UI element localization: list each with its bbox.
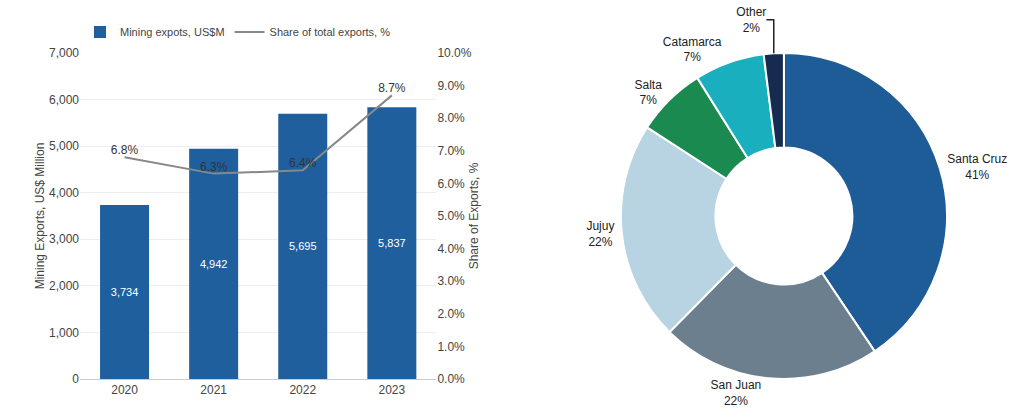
svg-text:8.0%: 8.0% [437, 111, 465, 125]
svg-text:Santa Cruz41%: Santa Cruz41% [947, 152, 1007, 182]
svg-text:Salta7%: Salta7% [634, 78, 662, 108]
svg-text:4,000: 4,000 [49, 186, 79, 200]
svg-text:5,837: 5,837 [378, 237, 406, 249]
svg-text:Share of total exports, %: Share of total exports, % [270, 26, 391, 38]
svg-text:Mining Exports, US$ Million: Mining Exports, US$ Million [33, 143, 47, 290]
svg-text:6.4%: 6.4% [289, 156, 317, 170]
svg-text:1,000: 1,000 [49, 326, 79, 340]
svg-text:10.0%: 10.0% [437, 46, 471, 60]
svg-text:2021: 2021 [200, 383, 227, 397]
svg-text:2022: 2022 [289, 383, 316, 397]
svg-text:Jujuy22%: Jujuy22% [586, 219, 614, 249]
svg-text:2.0%: 2.0% [437, 307, 465, 321]
svg-text:5,695: 5,695 [289, 240, 317, 252]
svg-text:2020: 2020 [111, 383, 138, 397]
svg-text:7,000: 7,000 [49, 46, 79, 60]
svg-text:0.0%: 0.0% [437, 372, 465, 386]
svg-text:4.0%: 4.0% [437, 242, 465, 256]
svg-text:5.0%: 5.0% [437, 209, 465, 223]
svg-text:San Juan22%: San Juan22% [711, 378, 762, 408]
svg-text:3.0%: 3.0% [437, 274, 465, 288]
svg-text:3,734: 3,734 [111, 286, 139, 298]
svg-text:Share of Exports, %: Share of Exports, % [467, 162, 481, 269]
svg-text:3,000: 3,000 [49, 232, 79, 246]
svg-text:4,942: 4,942 [200, 258, 228, 270]
svg-text:Other2%: Other2% [736, 5, 766, 35]
svg-text:1.0%: 1.0% [437, 340, 465, 354]
svg-text:7.0%: 7.0% [437, 144, 465, 158]
svg-text:6.3%: 6.3% [200, 160, 228, 174]
svg-text:0: 0 [72, 372, 79, 386]
svg-text:8.7%: 8.7% [378, 81, 406, 95]
svg-text:9.0%: 9.0% [437, 79, 465, 93]
svg-text:6,000: 6,000 [49, 93, 79, 107]
svg-text:2023: 2023 [378, 383, 405, 397]
svg-text:2,000: 2,000 [49, 279, 79, 293]
svg-text:6.8%: 6.8% [111, 143, 139, 157]
svg-text:5,000: 5,000 [49, 139, 79, 153]
svg-text:6.0%: 6.0% [437, 177, 465, 191]
svg-text:Catamarca7%: Catamarca7% [663, 35, 722, 65]
svg-text:Mining expots, US$M: Mining expots, US$M [120, 26, 225, 38]
